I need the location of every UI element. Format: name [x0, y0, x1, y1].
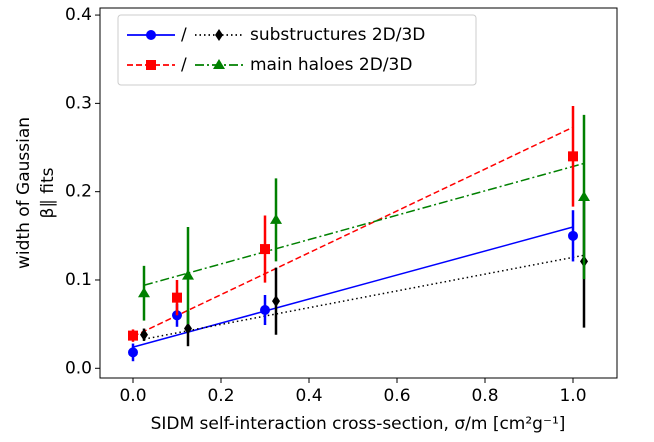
marker [260, 305, 270, 316]
marker [578, 190, 590, 201]
y-tick-label: 0.1 [65, 270, 92, 290]
marker [146, 60, 156, 70]
legend-box [117, 14, 477, 86]
plot-frame [99, 7, 618, 379]
x-tick-label: 1.0 [559, 386, 586, 406]
marker [172, 292, 182, 303]
legend-label: main haloes 2D/3D [250, 55, 412, 75]
marker [182, 269, 194, 280]
marker [146, 30, 156, 40]
marker [568, 230, 578, 241]
fit-line [143, 162, 585, 287]
marker [140, 328, 148, 341]
marker [215, 29, 223, 41]
legend-label: substructures 2D/3D [250, 25, 425, 45]
legend-separator: / [181, 55, 187, 75]
x-tick-label: 0.8 [471, 386, 498, 406]
marker [260, 244, 270, 255]
x-axis-label: SIDM self-interaction cross-section, σ/m… [151, 414, 566, 434]
y-axis-label: β∥ fits [38, 167, 58, 218]
y-tick-label: 0.3 [65, 93, 92, 113]
marker [270, 213, 282, 224]
marker [138, 287, 150, 298]
y-tick-label: 0.2 [65, 182, 92, 202]
fit-line [132, 126, 574, 338]
marker [272, 295, 280, 308]
marker [184, 322, 192, 335]
x-tick-label: 0.4 [295, 386, 322, 406]
marker [213, 59, 225, 69]
x-tick-label: 0.0 [119, 386, 146, 406]
y-axis-label: width of Gaussian [14, 117, 34, 269]
marker [128, 330, 138, 341]
y-tick-label: 0.0 [65, 358, 92, 378]
x-tick-label: 0.2 [207, 386, 234, 406]
y-tick-label: 0.4 [65, 5, 92, 25]
legend-separator: / [181, 25, 187, 45]
x-tick-label: 0.6 [383, 386, 410, 406]
marker [568, 151, 578, 162]
marker [128, 347, 138, 358]
